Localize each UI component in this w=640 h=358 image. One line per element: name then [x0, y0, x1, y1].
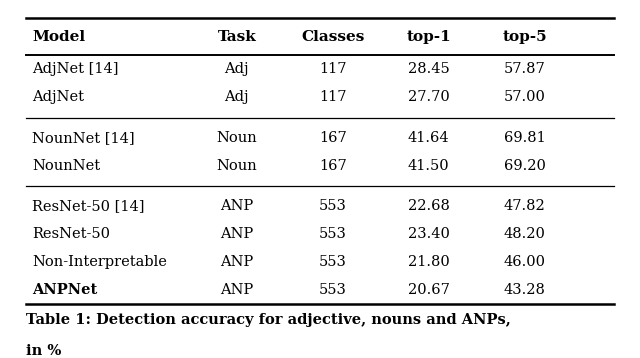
Text: 553: 553 [319, 283, 347, 297]
Text: Task: Task [218, 30, 256, 44]
Text: 57.87: 57.87 [504, 62, 546, 77]
Text: NounNet: NounNet [32, 159, 100, 173]
Text: AdjNet: AdjNet [32, 91, 84, 105]
Text: 553: 553 [319, 255, 347, 269]
Text: Adj: Adj [225, 62, 249, 77]
Text: ANP: ANP [220, 199, 253, 213]
Text: Table 1: Detection accuracy for adjective, nouns and ANPs,: Table 1: Detection accuracy for adjectiv… [26, 313, 510, 328]
Text: Noun: Noun [216, 131, 257, 145]
Text: 117: 117 [319, 62, 346, 77]
Text: 553: 553 [319, 199, 347, 213]
Text: 22.68: 22.68 [408, 199, 450, 213]
Text: Non-Interpretable: Non-Interpretable [32, 255, 167, 269]
Text: 553: 553 [319, 227, 347, 241]
Text: Noun: Noun [216, 159, 257, 173]
Text: Model: Model [32, 30, 85, 44]
Text: 21.80: 21.80 [408, 255, 450, 269]
Text: ANP: ANP [220, 283, 253, 297]
Text: 57.00: 57.00 [504, 91, 546, 105]
Text: 43.28: 43.28 [504, 283, 546, 297]
Text: ANP: ANP [220, 227, 253, 241]
Text: 28.45: 28.45 [408, 62, 450, 77]
Text: 41.64: 41.64 [408, 131, 450, 145]
Text: top-5: top-5 [502, 30, 547, 44]
Text: 69.20: 69.20 [504, 159, 546, 173]
Text: 167: 167 [319, 131, 347, 145]
Text: ResNet-50: ResNet-50 [32, 227, 110, 241]
Text: 48.20: 48.20 [504, 227, 546, 241]
Text: NounNet [14]: NounNet [14] [32, 131, 134, 145]
Text: 23.40: 23.40 [408, 227, 450, 241]
Text: 167: 167 [319, 159, 347, 173]
Text: in %: in % [26, 344, 61, 358]
Text: top-1: top-1 [406, 30, 451, 44]
Text: 41.50: 41.50 [408, 159, 450, 173]
Text: Classes: Classes [301, 30, 365, 44]
Text: 27.70: 27.70 [408, 91, 450, 105]
Text: AdjNet [14]: AdjNet [14] [32, 62, 118, 77]
Text: 46.00: 46.00 [504, 255, 546, 269]
Text: ANP: ANP [220, 255, 253, 269]
Text: 47.82: 47.82 [504, 199, 546, 213]
Text: Adj: Adj [225, 91, 249, 105]
Text: 117: 117 [319, 91, 346, 105]
Text: 69.81: 69.81 [504, 131, 546, 145]
Text: ANPNet: ANPNet [32, 283, 97, 297]
Text: 20.67: 20.67 [408, 283, 450, 297]
Text: ResNet-50 [14]: ResNet-50 [14] [32, 199, 145, 213]
